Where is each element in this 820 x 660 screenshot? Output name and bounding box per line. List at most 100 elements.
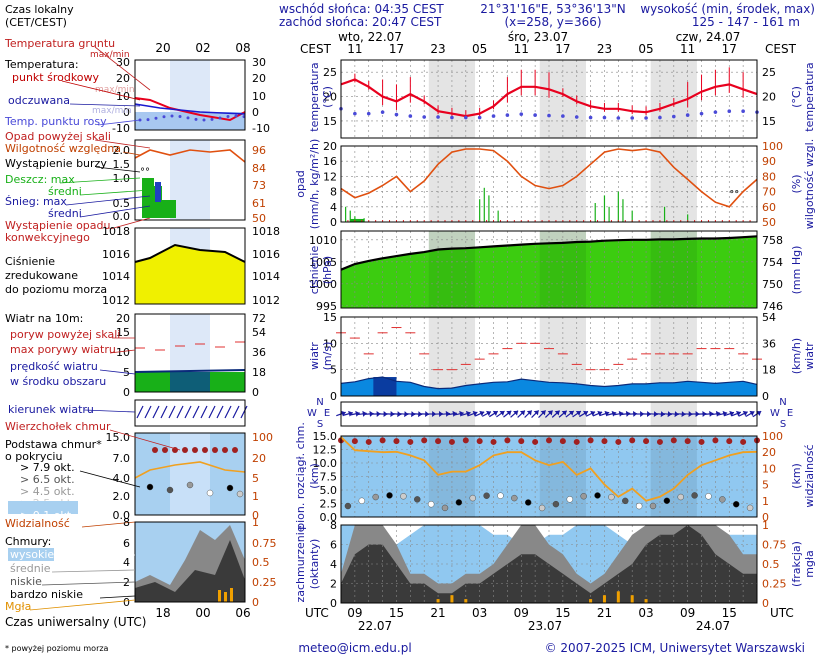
wind-arrow-head [445,410,450,417]
legend-cloud-base-dot [236,490,244,498]
cloud-base-dot [525,499,532,506]
dew-point-dot [713,110,718,114]
legend-ytick: 1016 [252,248,280,261]
utc-date-2: 23.07 [528,619,562,633]
footnote: * powyżej poziomu morza [5,644,109,653]
legend-conv: Wystąpienie opadu [5,219,110,232]
wind-arrow [731,410,742,417]
compass-letter: W [307,408,317,419]
wind-arrow-head [715,410,721,417]
legend-dew-dot [234,114,238,118]
legend-perceived-line [134,103,246,115]
legend-wind-arrow [184,405,192,419]
utc-tick: 03 [472,606,487,620]
dew-point-dot [727,109,732,113]
legend-cloud-top-dot [192,447,198,453]
cloud-base-dot [622,497,629,505]
legend-pointer [81,521,136,528]
wind-arrow-head [554,410,560,416]
wind-arrow [496,410,505,418]
legend-soil-temp: Temperatura gruntu [4,37,115,50]
dew-point-dot [574,115,579,119]
legend-okt-4: > 0.1 okt. [20,509,75,522]
legend-ytick: 1012 [252,294,280,307]
cloud-base-dot [469,494,476,502]
legend-perceived-sub: max/min [92,106,132,116]
legend-dew-dot [186,116,190,120]
legend-wind10: Wiatr na 10m: [5,312,83,325]
legend-cl-vlow: bardzo niskie [10,588,83,601]
legend-pointer [59,177,141,184]
legend-pointer [83,409,136,413]
dew-point-dot [477,115,482,120]
legend-ytick: 0.0 [113,210,131,223]
wind-arrow-head [722,410,728,417]
legend-wind-night [170,372,210,392]
cloud-top-dot [462,437,469,444]
legend-ytick: 1012 [102,294,130,307]
wind-arrow-head [533,410,539,416]
wind-arrow-head [561,410,567,416]
legend-temp-line [134,97,246,122]
legend-ytick: 72 [252,312,266,325]
wind-arrow [531,410,540,418]
legend-cloud-base: Podstawa chmur* [5,438,102,451]
wind-arrow-head [540,410,546,416]
y-tick-label: 5 [330,364,337,377]
y-tick-label: 100 [762,430,783,443]
y-tick-label: 10 [323,337,337,350]
legend-cloud-top-dot [222,447,228,453]
legend-gust: max porywy wiatru [10,343,116,356]
cloud-base-dot [719,496,726,503]
legend-snow-mean: średni [48,207,82,220]
legend-cloud-base-dot [206,489,214,497]
legend-bottom-tick: 00 [195,606,210,620]
legend-ytick: 30 [252,56,266,69]
utc-date-3: 24.07 [696,619,730,633]
legend-ytick: 2.0 [113,144,131,157]
footer-email[interactable]: meteo@icm.edu.pl [298,641,411,655]
cest-tick-labels: 11 17 23 05 11 17 23 05 11 17 [347,42,737,56]
utc-tick-labels: 09 15 21 03 09 15 21 03 09 15 [347,606,737,620]
legend-cloud-base-2: o pokryciu [5,450,62,463]
legend-ytick: 0 [252,509,259,522]
dew-point-dot [561,114,565,118]
y-tick-label: 10 [762,462,776,475]
legend-okt-bg [8,501,78,514]
wind-arrow-head [582,410,588,417]
wind-arrow-head [597,410,603,417]
y-tick-label: 0 [762,597,769,610]
legend-dew-dot [154,116,158,120]
legend-ytick: 6 [123,537,130,550]
cloud-base-dot [483,492,490,499]
legend-wind-arrow [160,405,168,419]
y-tick-label: 20 [323,91,337,104]
legend-top-tick: 02 [195,41,210,55]
legend-panel-border [134,139,246,221]
y-tick-label: 4 [330,201,337,214]
wind-arrow [579,410,589,418]
cloud-top-dot [435,438,442,445]
cloud-axis-label: pion. rozciągł. chm. [294,422,307,530]
legend-bottom-tick: 06 [235,606,250,620]
wind-arrow-head [340,410,346,417]
legend-ytick: 50 [252,212,266,225]
wind-arrow-head [472,410,478,417]
cloud-base-dot [497,492,504,499]
legend-cl-low: niskie [10,575,42,588]
wind-arrow [613,410,624,417]
night-band [428,231,476,308]
wind-arrow-head [499,410,505,416]
legend-pointer [95,166,141,173]
legend-dew-dot [146,118,150,122]
legend-ytick: 1014 [252,270,280,283]
temp-axis-label: temperatura [308,62,321,131]
wind-arrow-head [513,410,519,416]
cloud-top-dot [643,438,650,445]
y-tick-label: 0 [762,511,769,524]
cest-tick: 05 [472,42,487,56]
y-tick-label: 0.5 [762,558,780,571]
elevation-label: wysokość (min, środek, max) [640,2,815,16]
sunset-text: zachód słońca: 20:47 CEST [279,15,442,29]
cest-tick: 05 [638,42,653,56]
